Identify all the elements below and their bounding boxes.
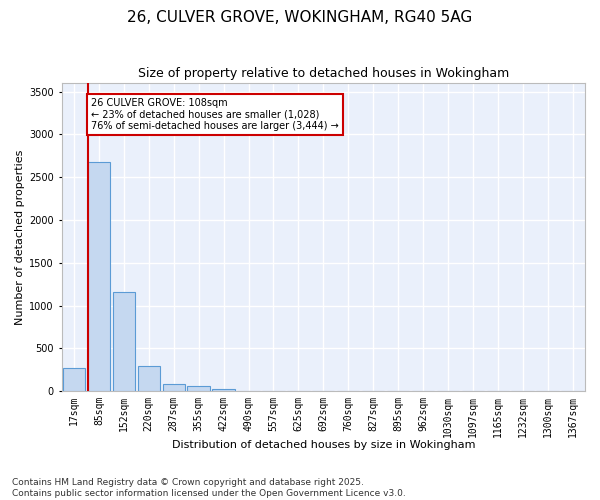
Text: 26 CULVER GROVE: 108sqm
← 23% of detached houses are smaller (1,028)
76% of semi: 26 CULVER GROVE: 108sqm ← 23% of detache…: [91, 98, 339, 131]
Bar: [137, 366, 160, 391]
Bar: [63, 368, 85, 391]
X-axis label: Distribution of detached houses by size in Wokingham: Distribution of detached houses by size …: [172, 440, 475, 450]
Bar: [187, 386, 210, 391]
Bar: [163, 384, 185, 391]
Bar: [113, 292, 135, 391]
Bar: [212, 388, 235, 391]
Text: 26, CULVER GROVE, WOKINGHAM, RG40 5AG: 26, CULVER GROVE, WOKINGHAM, RG40 5AG: [127, 10, 473, 25]
Title: Size of property relative to detached houses in Wokingham: Size of property relative to detached ho…: [137, 68, 509, 80]
Text: Contains HM Land Registry data © Crown copyright and database right 2025.
Contai: Contains HM Land Registry data © Crown c…: [12, 478, 406, 498]
Y-axis label: Number of detached properties: Number of detached properties: [15, 150, 25, 325]
Bar: [88, 162, 110, 391]
